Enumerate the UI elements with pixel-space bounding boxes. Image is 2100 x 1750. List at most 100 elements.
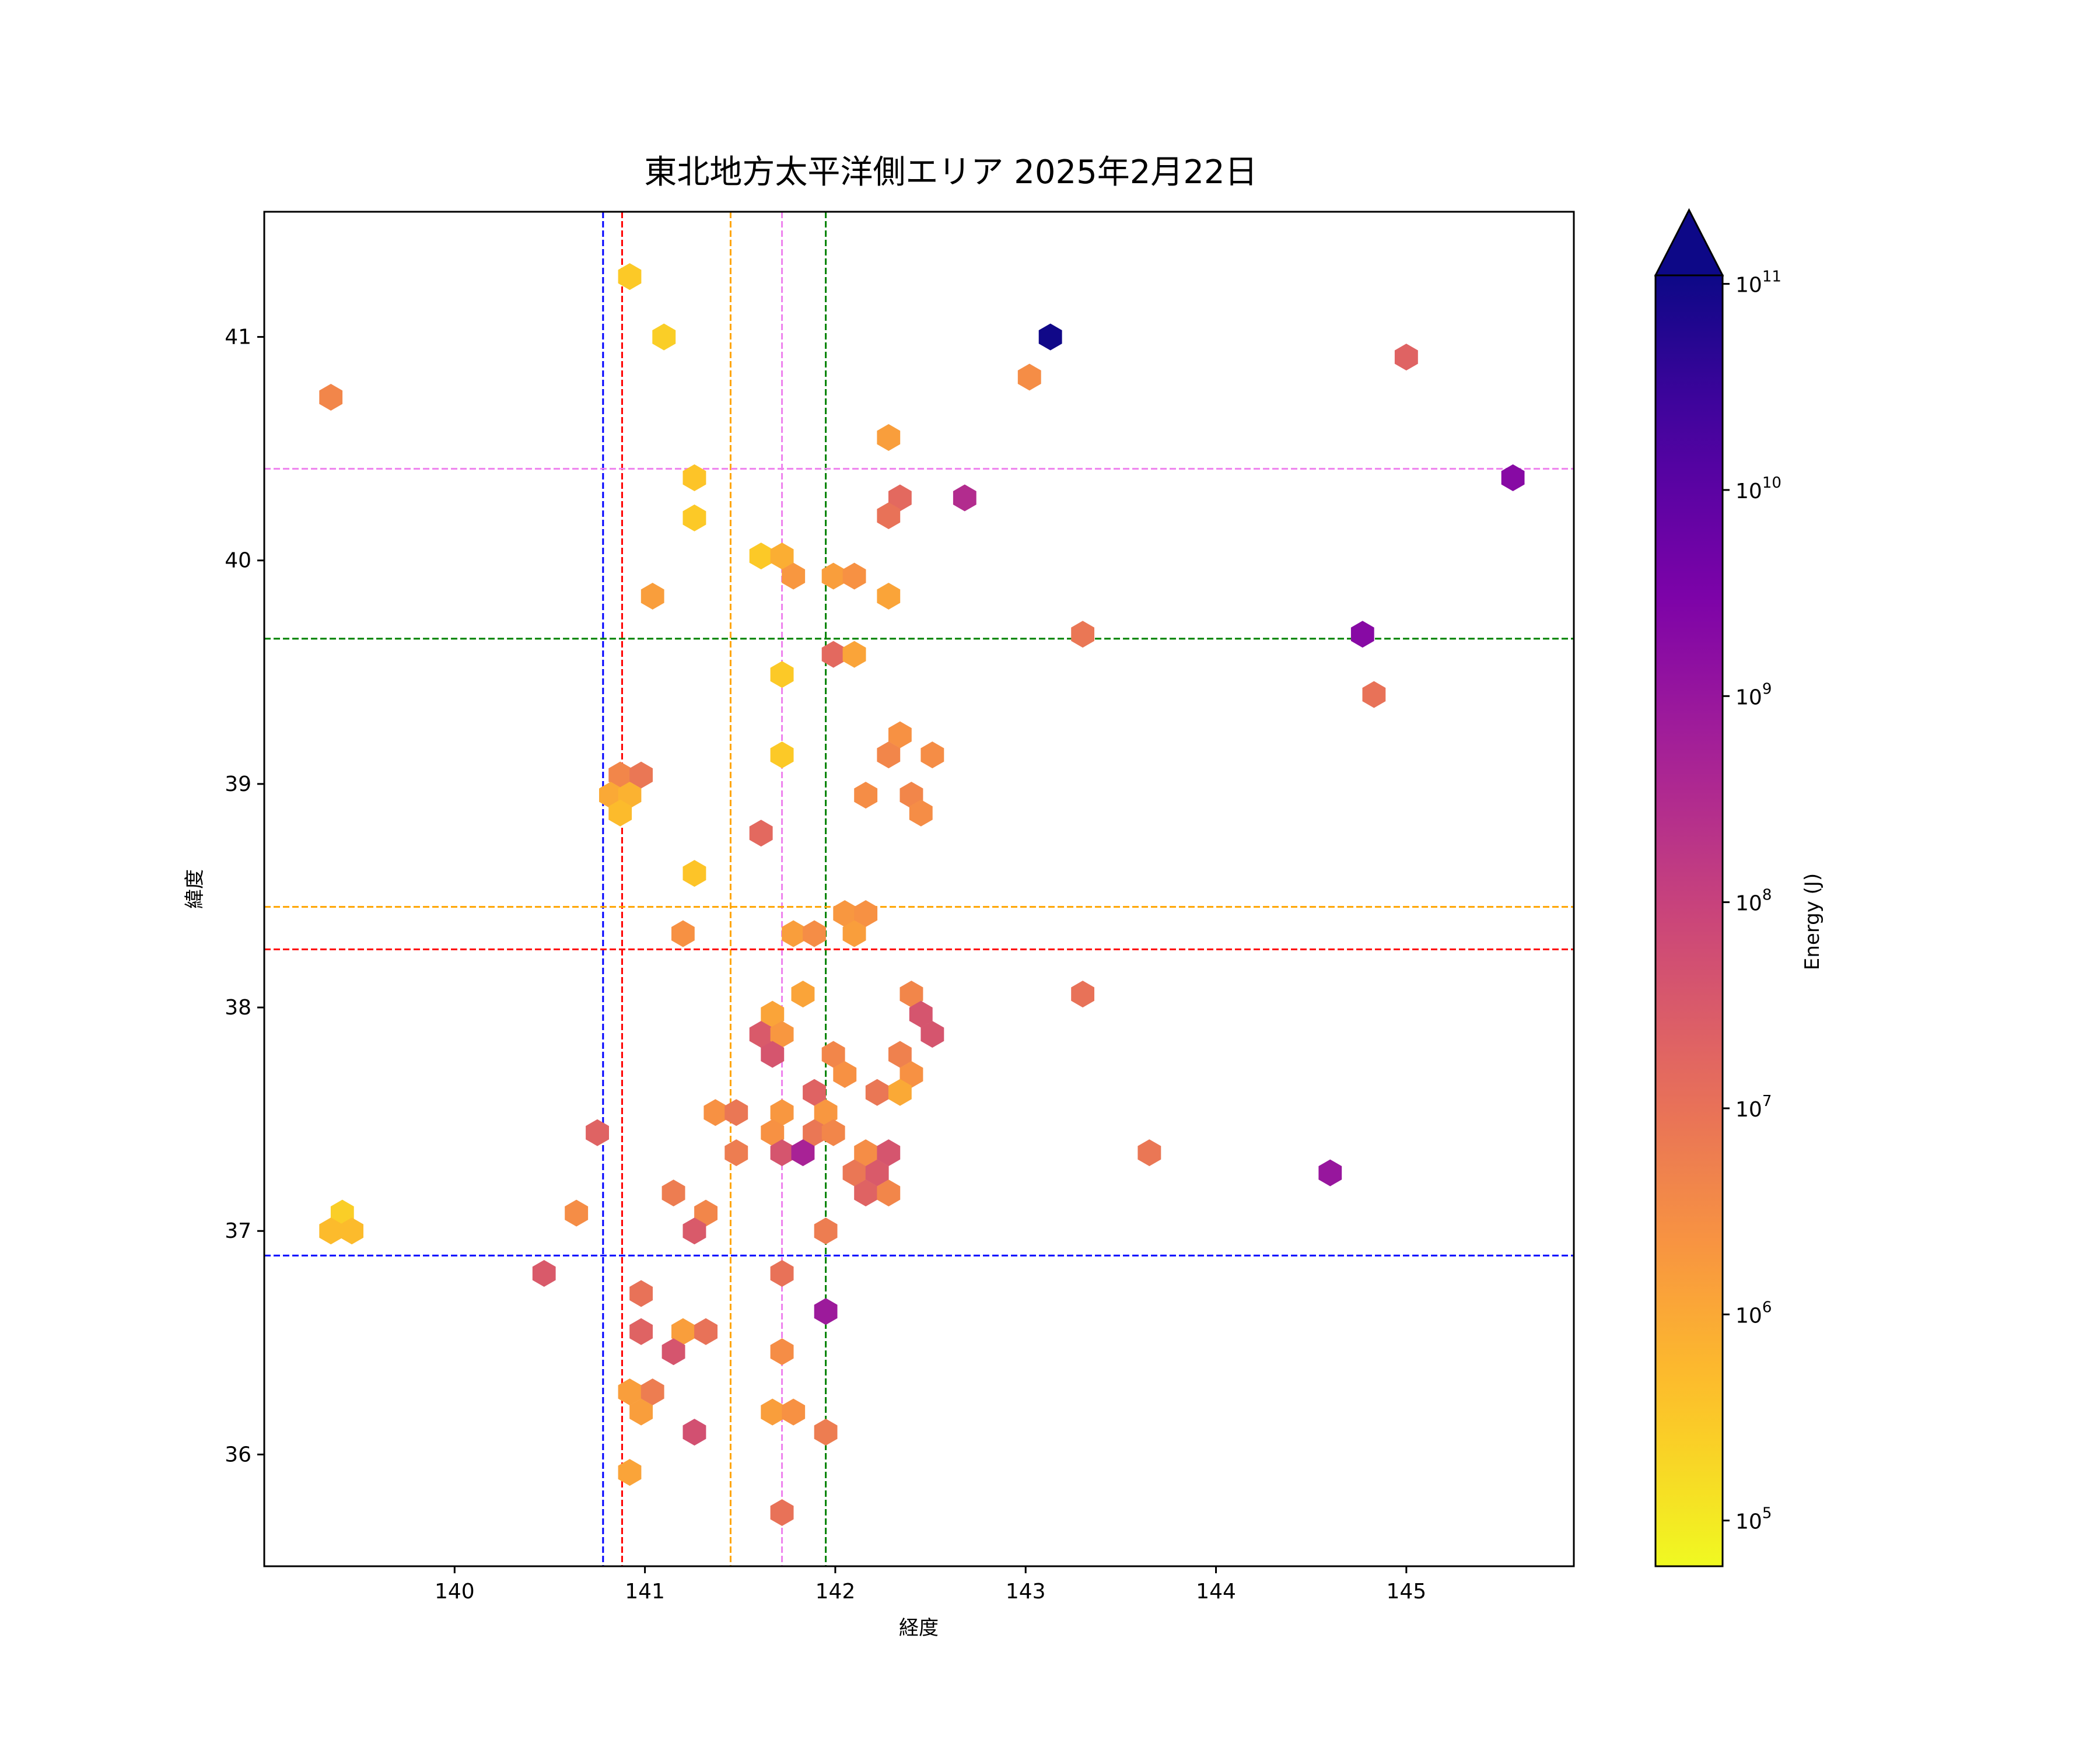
y-axis-ticks: 36 37 38 39 40 41 [225,326,264,1466]
chart-title: 東北地方太平洋側エリア 2025年2月22日 [644,153,1257,191]
plot-area-frame [263,211,1575,1567]
hex-cell-84 [694,1199,718,1227]
hex-cell-51 [749,1021,773,1048]
hex-cell-3 [1038,323,1062,351]
hex-cell-6 [877,424,901,451]
hex-cell-13 [749,542,773,570]
hex-cell-85 [319,1217,343,1245]
hex-cell-23 [842,640,866,668]
y-axis-label: 緯度 [183,869,206,909]
hex-cell-7 [682,464,706,491]
hex-cell-56 [888,1041,912,1068]
hex-cell-79 [662,1180,685,1207]
hex-cell-53 [921,1021,944,1048]
y-tick-label: 39 [225,772,251,796]
hex-cell-77 [865,1159,889,1186]
x-axis-label: 経度 [899,1616,939,1640]
hex-cell-90 [770,1260,794,1287]
hex-cell-57 [833,1061,857,1088]
x-tick-label: 142 [816,1580,856,1604]
hex-cell-14 [770,542,794,570]
hex-cell-63 [724,1099,748,1126]
hex-cell-92 [814,1298,838,1325]
colorbar-tick-label: 109 [1735,680,1772,709]
reference-lines [264,212,1574,1566]
hex-cell-104 [814,1419,838,1446]
hex-cell-35 [854,782,878,809]
hex-cell-9 [888,484,912,512]
hex-cell-25 [1362,681,1386,708]
hex-cell-2 [319,384,343,411]
hex-cell-27 [877,741,901,769]
hex-cell-98 [618,1378,642,1406]
hex-cell-8 [682,504,706,531]
x-axis-ticks: 140 141 142 143 144 145 [435,1566,1426,1604]
colorbar-label: Energy (J) [1801,873,1824,970]
y-tick-label: 41 [225,326,251,349]
hex-cell-59 [803,1079,826,1106]
hex-cell-74 [877,1139,901,1167]
x-tick-label: 141 [625,1580,665,1604]
hex-cell-47 [900,981,923,1008]
hex-cell-61 [888,1079,912,1106]
hex-cell-67 [761,1119,785,1146]
hex-cell-37 [909,799,933,827]
hex-cell-58 [900,1061,923,1088]
hex-cell-10 [877,502,901,530]
colorbar-tick-label: 105 [1735,1505,1772,1534]
hex-cell-87 [682,1217,706,1245]
hex-cell-29 [770,741,794,769]
y-tick-label: 40 [225,549,251,573]
colorbar-tick-label: 1010 [1735,474,1782,503]
hex-cell-5 [1394,344,1418,371]
hex-cell-101 [761,1398,785,1426]
hex-cell-16 [821,562,845,590]
hex-cell-64 [770,1099,794,1126]
hex-cell-93 [629,1318,653,1345]
hex-cell-28 [921,741,944,769]
hex-cell-48 [1071,981,1094,1008]
hex-cell-18 [640,583,664,610]
hex-cell-60 [865,1079,889,1106]
hex-cell-11 [953,484,977,512]
hex-cell-68 [803,1119,826,1146]
hex-cell-44 [803,920,826,947]
hex-cell-15 [782,562,806,590]
hex-cell-80 [854,1180,878,1207]
hex-cell-46 [791,981,815,1008]
colorbar-tick-label: 1011 [1735,268,1782,298]
hex-cell-91 [629,1280,653,1307]
hex-cell-62 [704,1099,727,1126]
colorbar-gradient [1654,274,1724,1567]
colorbar-tick-label: 108 [1735,887,1772,916]
hex-cell-103 [682,1419,706,1446]
hex-cell-20 [1071,621,1094,648]
hex-cell-17 [842,562,866,590]
colorbar-tick-label: 106 [1735,1298,1772,1328]
hex-cell-96 [662,1338,685,1366]
hex-cell-94 [671,1318,695,1345]
hex-cell-72 [791,1139,815,1167]
hex-cell-105 [618,1459,642,1486]
hex-cell-38 [749,820,773,847]
hex-cell-52 [770,1021,794,1048]
hex-cell-89 [532,1260,556,1287]
hex-cell-73 [854,1139,878,1167]
x-tick-label: 144 [1196,1580,1236,1604]
colorbar-ticks: 105 106 107 108 109 1010 1011 [1723,268,1782,1534]
hex-cell-71 [770,1139,794,1167]
hex-cell-95 [694,1318,718,1345]
hex-cell-45 [842,920,866,947]
hexbin-cells [319,263,1525,1526]
hex-cell-75 [1138,1139,1161,1167]
hex-cell-99 [640,1378,664,1406]
hex-cell-100 [629,1398,653,1426]
hex-cell-31 [629,761,653,789]
hex-cell-42 [671,920,695,947]
hex-cell-88 [814,1217,838,1245]
hex-cell-41 [854,900,878,928]
hex-cell-19 [877,583,901,610]
hex-cell-70 [724,1139,748,1167]
y-tick-label: 36 [225,1443,251,1466]
